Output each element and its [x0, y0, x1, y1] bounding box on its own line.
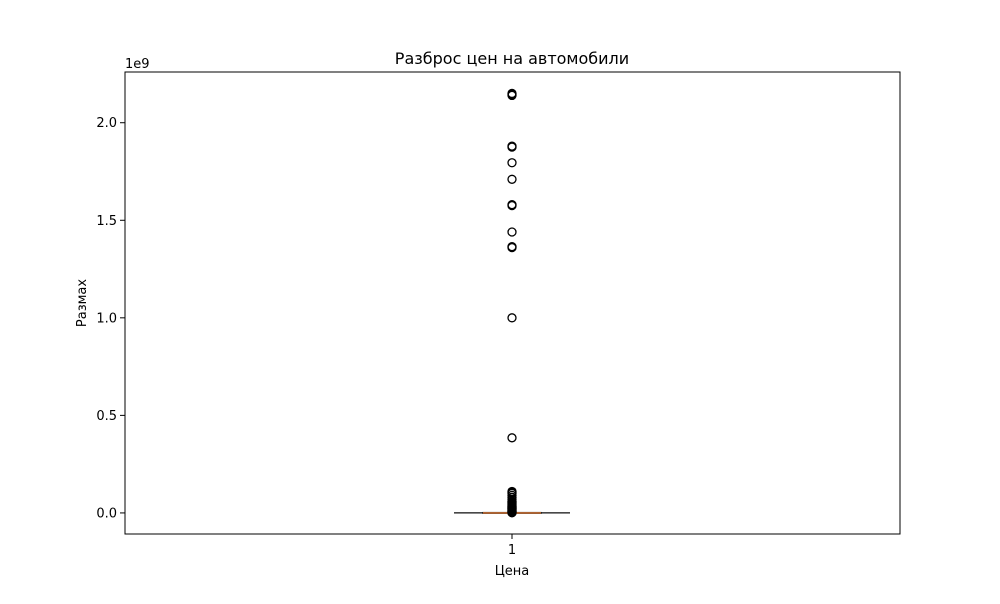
outlier-point: [507, 433, 517, 443]
y-tick-label: 1.0: [96, 311, 117, 326]
y-tick-label: 0.5: [96, 409, 117, 424]
x-tick-label: 1: [508, 543, 516, 558]
outlier-point: [507, 174, 517, 184]
y-axis-label: Размах: [75, 279, 90, 327]
y-tick-label: 1.5: [96, 214, 117, 229]
plot-area: [454, 88, 570, 518]
outlier-point: [507, 241, 517, 252]
outlier-point: [507, 88, 517, 99]
outlier-point: [507, 313, 517, 323]
outlier-point: [507, 141, 517, 151]
y-axis-offset-label: 1e9: [125, 57, 150, 72]
y-tick-label: 0.0: [96, 506, 117, 521]
outlier-point: [507, 486, 517, 497]
outlier-point: [507, 158, 517, 168]
x-axis-label: Цена: [495, 564, 530, 579]
chart-title: Разброс цен на автомобили: [395, 49, 629, 68]
outlier-point: [507, 227, 517, 237]
y-axis: 0.0 0.5 1.0 1.5 2.0: [96, 116, 125, 521]
y-tick-label: 2.0: [96, 116, 117, 131]
x-axis: 1: [508, 534, 516, 558]
outlier-point: [507, 200, 517, 210]
